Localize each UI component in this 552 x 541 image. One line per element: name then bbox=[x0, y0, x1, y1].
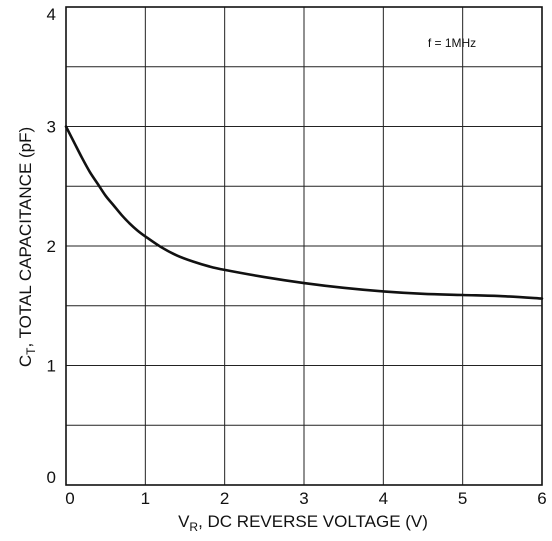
x-tick-label: 5 bbox=[458, 489, 467, 508]
x-tick-label: 4 bbox=[379, 489, 388, 508]
capacitance-curve bbox=[64, 125, 544, 300]
y-axis-title-main: C bbox=[16, 355, 35, 367]
plot-frame bbox=[65, 6, 543, 486]
x-tick-label: 2 bbox=[220, 489, 229, 508]
series-layer bbox=[64, 125, 544, 300]
x-axis-title-rest: , DC REVERSE VOLTAGE (V) bbox=[198, 512, 428, 531]
y-axis-title: CT, TOTAL CAPACITANCE (pF) bbox=[16, 127, 38, 367]
y-tick-label: 1 bbox=[47, 357, 56, 376]
annotation: f = 1MHz bbox=[428, 36, 476, 50]
x-axis-title-main: V bbox=[178, 512, 190, 531]
x-tick-label: 1 bbox=[141, 489, 150, 508]
y-tick-labels: 0 1 2 3 4 bbox=[47, 5, 56, 487]
x-tick-label: 0 bbox=[65, 489, 74, 508]
y-tick-label: 3 bbox=[47, 118, 56, 137]
x-axis-title-sub: R bbox=[189, 520, 198, 534]
x-tick-label: 3 bbox=[299, 489, 308, 508]
x-tick-labels: 0 1 2 3 4 5 6 bbox=[65, 489, 546, 508]
y-tick-label: 0 bbox=[47, 468, 56, 487]
x-axis-title: VR, DC REVERSE VOLTAGE (V) bbox=[178, 512, 428, 534]
y-axis-title-sub: T bbox=[24, 347, 38, 355]
y-axis-title-rest: , TOTAL CAPACITANCE (pF) bbox=[16, 127, 35, 348]
y-tick-label: 2 bbox=[47, 237, 56, 256]
y-tick-label: 4 bbox=[47, 5, 56, 24]
grid bbox=[66, 7, 542, 485]
x-tick-label: 6 bbox=[537, 489, 546, 508]
